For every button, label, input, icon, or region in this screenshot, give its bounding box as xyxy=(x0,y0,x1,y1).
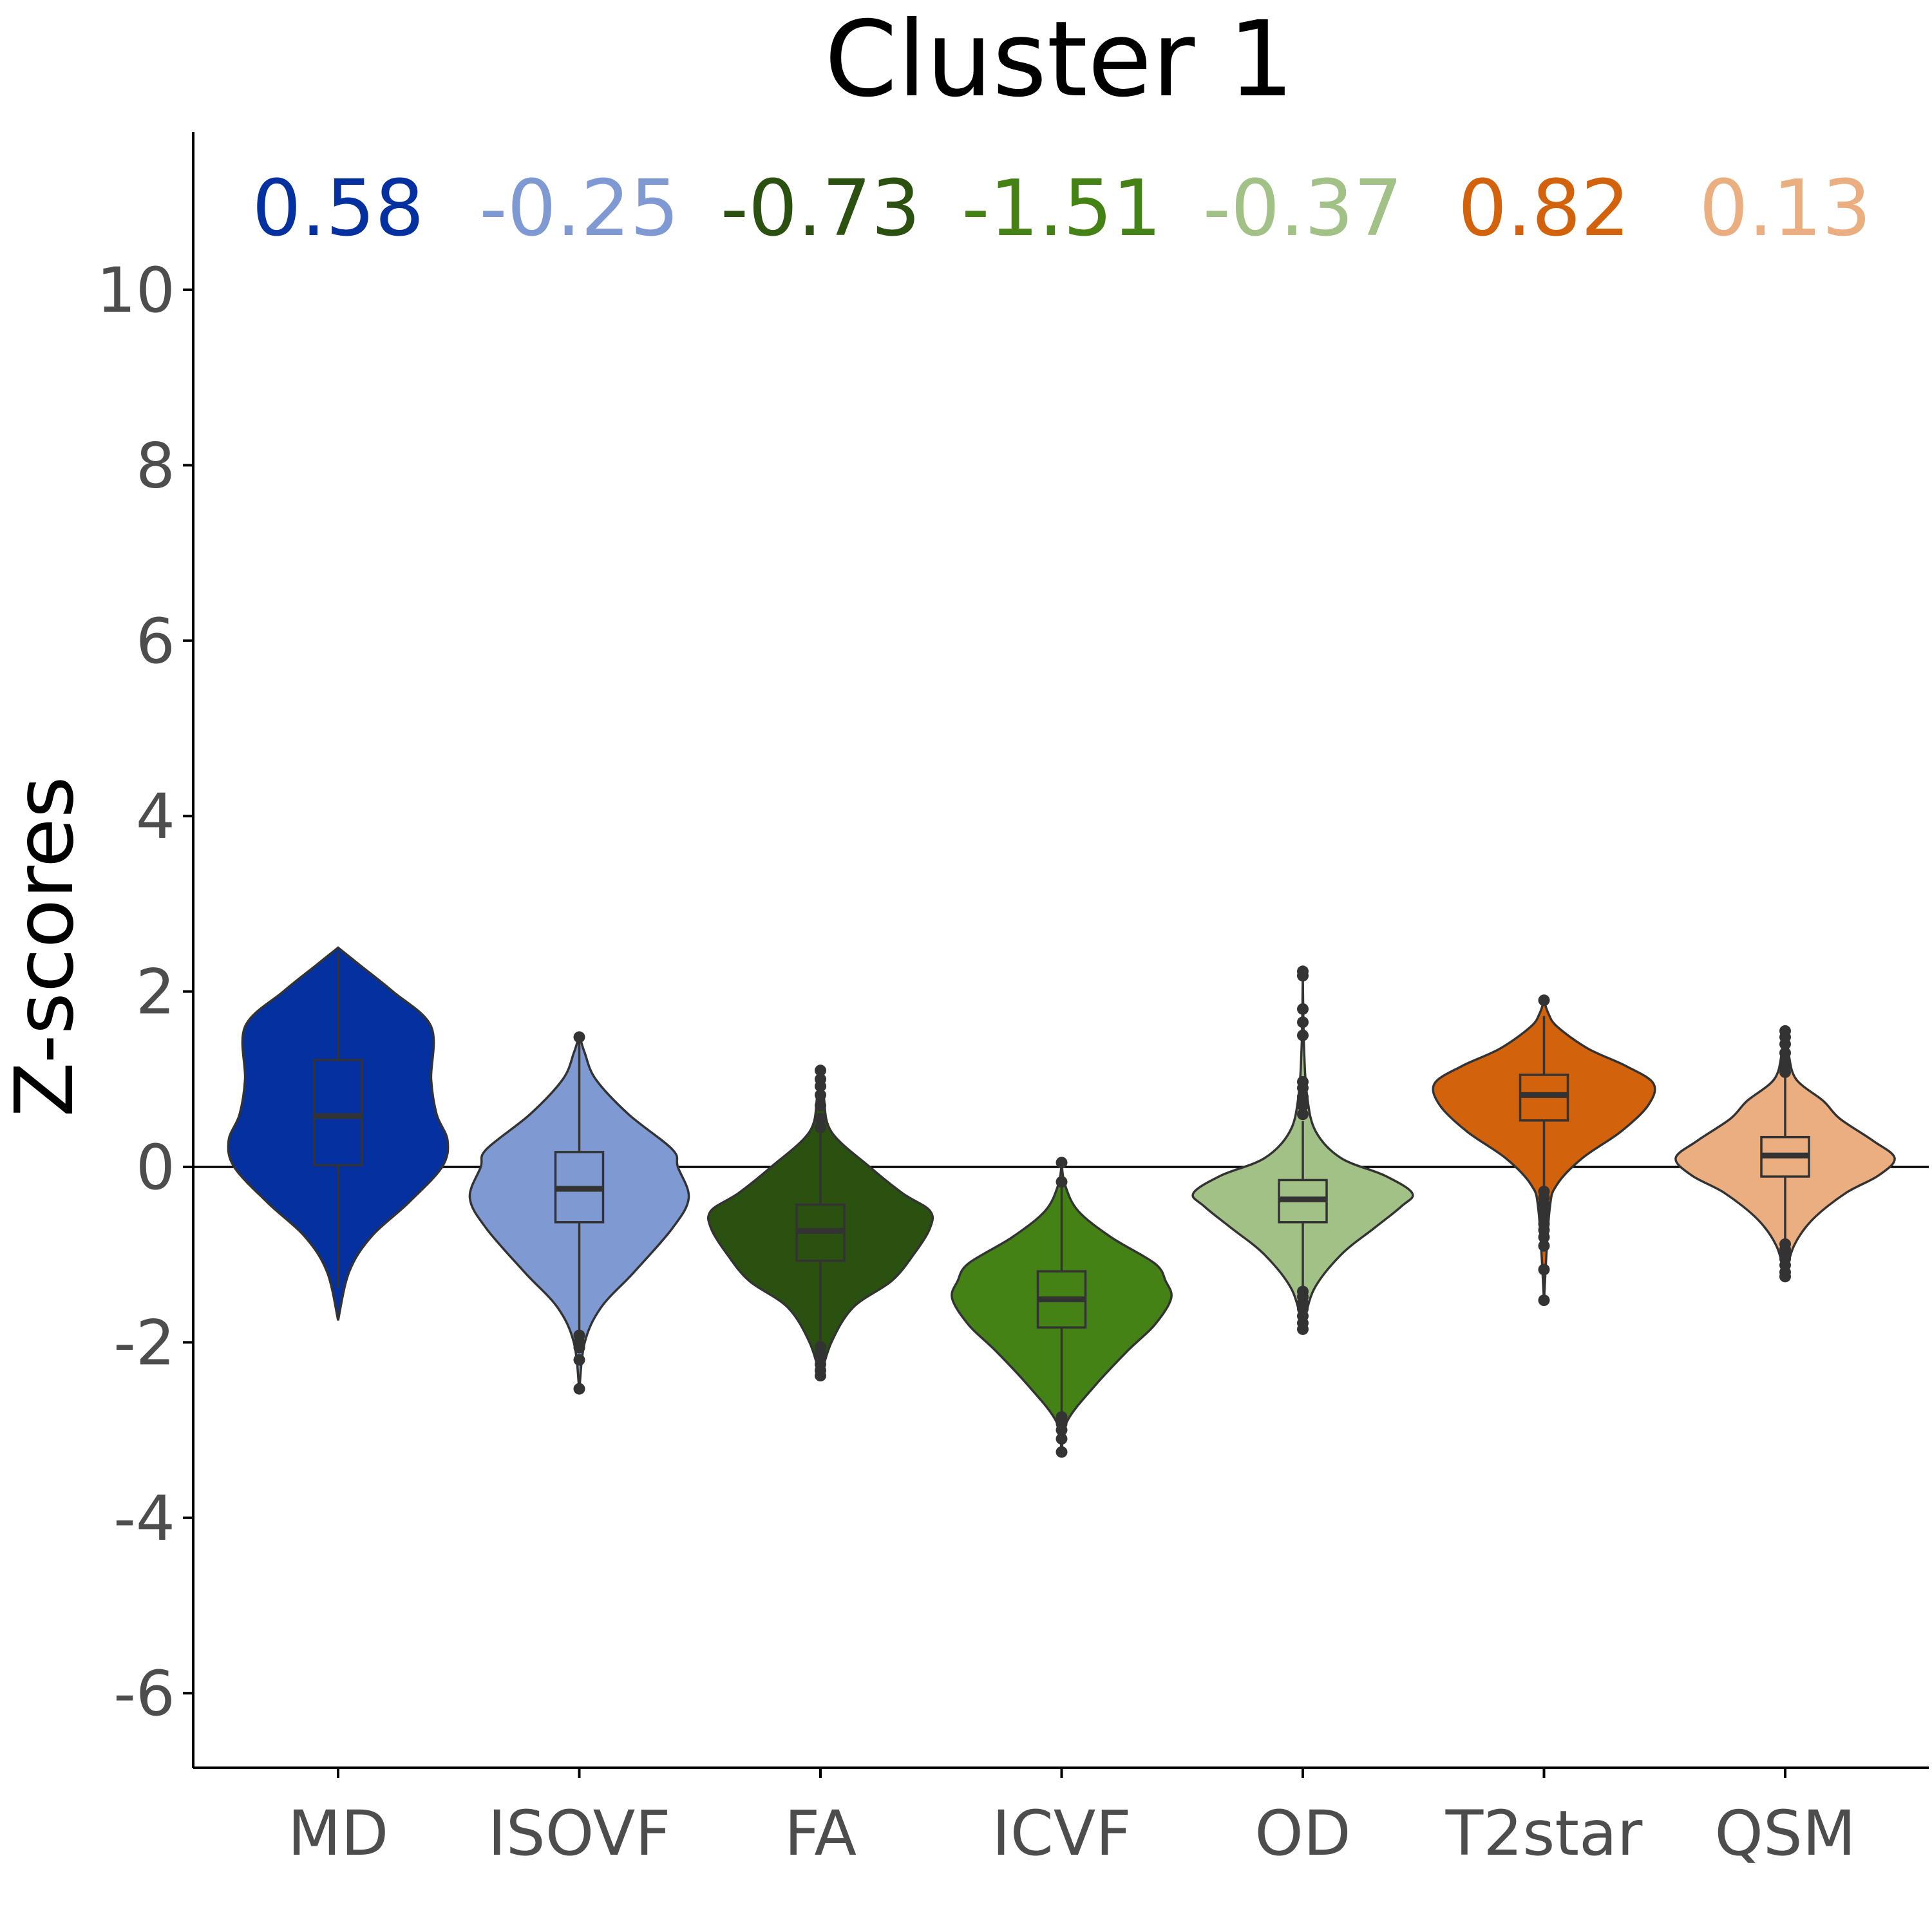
outlier-point-od xyxy=(1297,1108,1309,1121)
outlier-point-qsm xyxy=(1779,1271,1791,1283)
outlier-point-fa xyxy=(815,1370,826,1382)
y-tick-label: -2 xyxy=(113,1307,175,1379)
median-label-qsm: 0.13 xyxy=(1699,164,1871,254)
x-tick-label-isovf: ISOVF xyxy=(488,1797,670,1870)
outlier-point-fa xyxy=(815,1089,826,1101)
outlier-point-t2star xyxy=(1538,994,1550,1007)
median-label-icvf: -1.51 xyxy=(961,164,1162,254)
outlier-point-t2star xyxy=(1538,1294,1550,1307)
outlier-point-od xyxy=(1297,1091,1309,1103)
median-label-od: -0.37 xyxy=(1203,164,1403,254)
outlier-point-isovf xyxy=(573,1031,585,1043)
x-tick-label-fa: FA xyxy=(784,1797,857,1870)
outlier-point-isovf xyxy=(573,1383,585,1395)
outlier-point-t2star xyxy=(1538,1240,1550,1252)
y-tick-label: 8 xyxy=(136,430,175,502)
outlier-point-od xyxy=(1297,1075,1309,1088)
outlier-point-isovf xyxy=(573,1341,585,1354)
outlier-point-od xyxy=(1297,965,1309,978)
y-tick-label: 0 xyxy=(136,1132,175,1204)
box-md xyxy=(313,1059,363,1167)
outlier-point-fa xyxy=(815,1065,826,1077)
y-tick-label: 2 xyxy=(136,956,175,1028)
median-label-md: 0.58 xyxy=(252,164,424,254)
outlier-point-fa xyxy=(815,1073,826,1085)
x-tick-label-t2star: T2star xyxy=(1445,1797,1643,1870)
median-label-fa: -0.73 xyxy=(721,164,921,254)
outlier-point-od xyxy=(1297,1016,1309,1028)
outlier-point-icvf xyxy=(1056,1176,1068,1188)
outlier-point-qsm xyxy=(1779,1025,1791,1037)
outlier-point-t2star xyxy=(1538,1231,1550,1243)
outlier-point-od xyxy=(1297,1323,1309,1335)
outlier-point-icvf xyxy=(1056,1424,1068,1436)
plot-area: -6 -4 -2 0 2 4 6 8 10 MD 0.58 ISOVF -0.25 FA -0.73 ICVF… xyxy=(97,132,1929,1870)
y-tick-label: -6 xyxy=(113,1658,175,1730)
outlier-point-t2star xyxy=(1538,1264,1550,1276)
outlier-point-icvf xyxy=(1056,1157,1068,1169)
outlier-point-qsm xyxy=(1779,1046,1791,1059)
outlier-point-icvf xyxy=(1056,1446,1068,1458)
outlier-point-od xyxy=(1297,1099,1309,1112)
x-tick-label-icvf: ICVF xyxy=(992,1797,1131,1870)
outlier-point-fa xyxy=(815,1121,826,1133)
x-tick-label-qsm: QSM xyxy=(1714,1797,1855,1870)
y-tick-label: 10 xyxy=(97,254,175,327)
outlier-point-qsm xyxy=(1779,1056,1791,1068)
y-tick-label: -4 xyxy=(113,1482,175,1555)
outlier-point-fa xyxy=(815,1113,826,1125)
chart-title: Cluster 1 xyxy=(824,0,1294,120)
median-label-isovf: -0.25 xyxy=(479,164,679,254)
x-tick-label-md: MD xyxy=(288,1797,389,1870)
outlier-point-od xyxy=(1297,1029,1309,1041)
y-axis-label: Z-scores xyxy=(0,776,91,1117)
y-tick-label: 6 xyxy=(136,605,175,677)
outlier-point-fa xyxy=(815,1099,826,1112)
outlier-point-icvf xyxy=(1056,1433,1068,1445)
y-tick-label: 4 xyxy=(136,781,175,853)
median-label-t2star: 0.82 xyxy=(1458,164,1630,254)
outlier-point-isovf xyxy=(573,1354,585,1366)
outlier-point-od xyxy=(1297,1003,1309,1015)
x-tick-label-od: OD xyxy=(1255,1797,1350,1870)
